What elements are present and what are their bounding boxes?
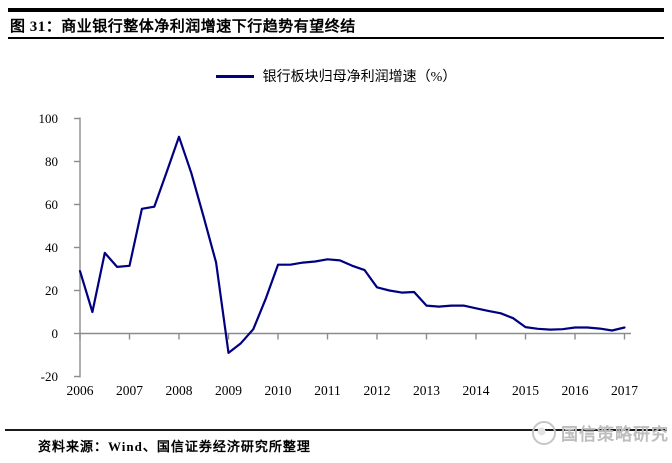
x-tick-label: 2007 <box>116 383 143 398</box>
x-axis-tick-labels: 2006 2007 2008 2009 2010 2011 2012 2013 2014 2015… <box>67 383 639 398</box>
y-tick-label: 0 <box>52 326 59 341</box>
chart-legend: 银行板块归母净利润增速（%） <box>0 66 672 86</box>
y-tick-label: 60 <box>45 197 58 212</box>
guosen-logo-icon <box>532 420 556 445</box>
data-source-note: 资料来源：Wind、国信证券经济研究所整理 <box>38 439 311 454</box>
y-tick-label: 40 <box>45 240 58 255</box>
footer-divider <box>5 429 667 431</box>
x-tick-label: 2016 <box>562 383 589 398</box>
x-tick-label: 2006 <box>67 383 94 398</box>
x-tick-label: 2012 <box>364 383 391 398</box>
x-tick-label: 2008 <box>166 383 193 398</box>
top-divider-bar <box>8 8 664 12</box>
y-axis <box>74 117 81 378</box>
x-tick-label: 2011 <box>314 383 341 398</box>
brand-watermark: 国信策略研究 <box>532 420 669 445</box>
watermark-text: 国信策略研究 <box>561 425 669 444</box>
y-tick-label: 80 <box>45 154 58 169</box>
legend-series-label: 银行板块归母净利润增速（%） <box>262 70 457 85</box>
series-line-profit-growth <box>78 135 626 354</box>
x-tick-label: 2009 <box>215 383 242 398</box>
x-tick-label: 2013 <box>413 383 440 398</box>
figure-title: 图 31：商业银行整体净利润增速下行趋势有望终结 <box>10 19 356 35</box>
y-axis-tick-labels: 100 80 60 40 20 0 -20 <box>39 111 59 384</box>
x-tick-label: 2015 <box>512 383 539 398</box>
y-tick-label: -20 <box>41 369 58 384</box>
y-tick-label: 20 <box>45 283 58 298</box>
title-underline <box>8 37 664 39</box>
y-tick-label: 100 <box>39 111 59 126</box>
x-tick-label: 2014 <box>463 383 490 398</box>
x-tick-label: 2017 <box>611 383 638 398</box>
legend-line-swatch <box>215 74 254 78</box>
x-tick-label: 2010 <box>265 383 292 398</box>
x-axis <box>79 332 631 340</box>
